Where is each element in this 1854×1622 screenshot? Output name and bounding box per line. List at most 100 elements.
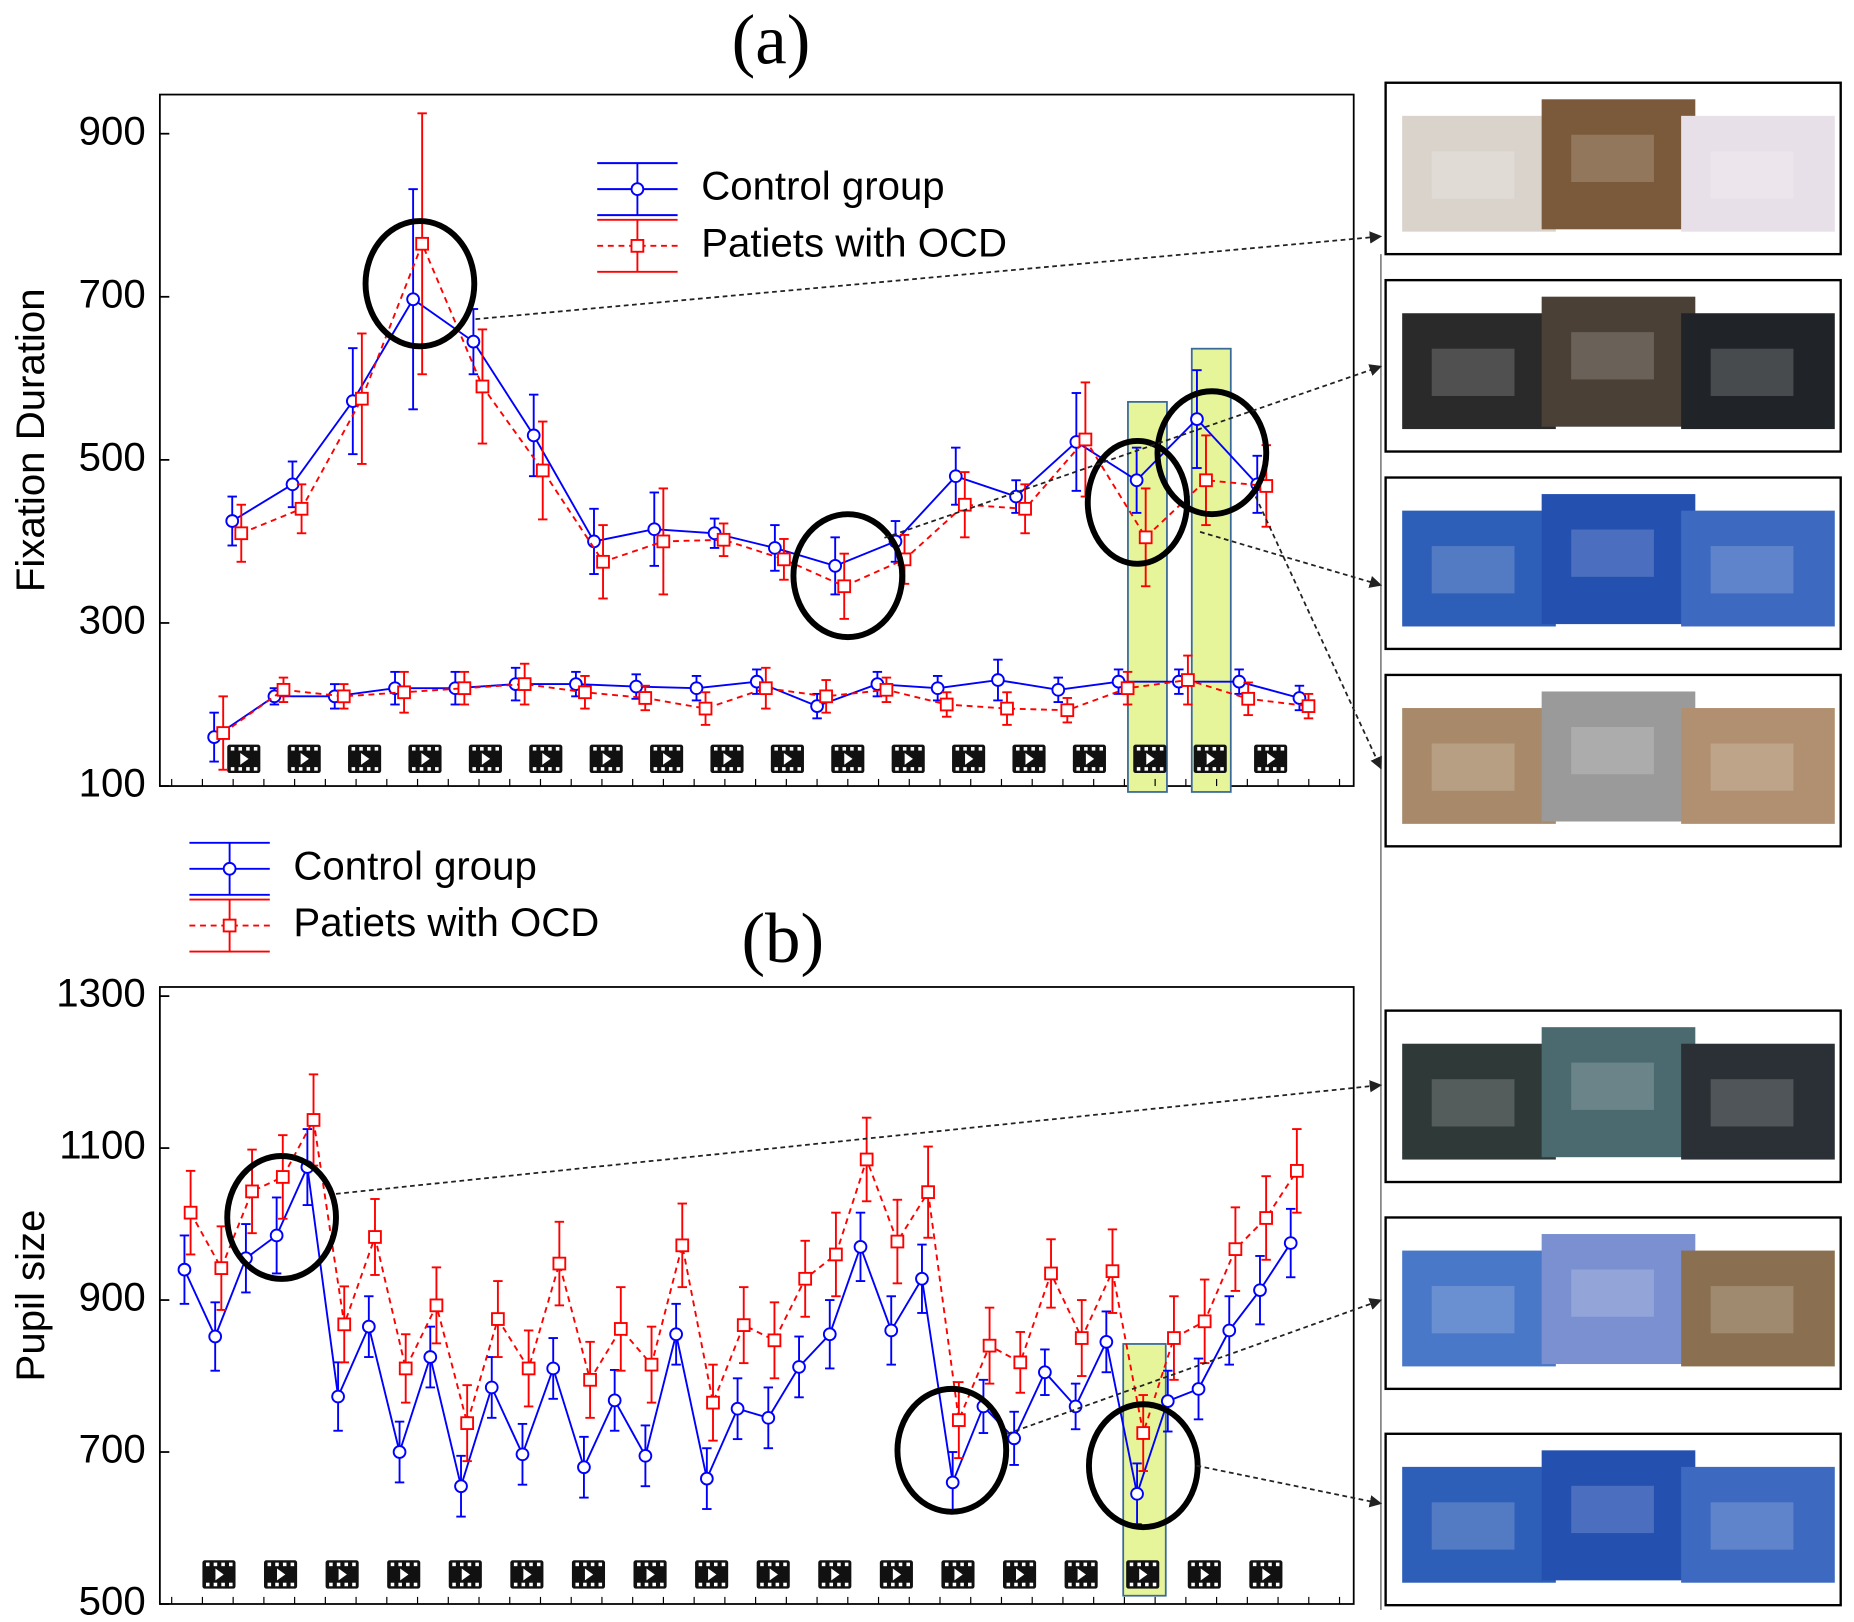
film-hole [598, 1562, 603, 1567]
marker [1253, 1283, 1267, 1298]
thumbnail [1681, 510, 1835, 627]
marker [578, 685, 592, 700]
film-play [461, 1568, 471, 1581]
arrow [475, 231, 1383, 321]
film-hole [960, 1562, 964, 1567]
film-hole [411, 747, 416, 751]
marker [1197, 1314, 1212, 1329]
marker [758, 681, 773, 696]
film-play [723, 752, 732, 765]
film-hole [298, 747, 303, 751]
film-hole [1029, 1582, 1034, 1587]
film-hole [532, 767, 537, 771]
y-tick-label: 100 [79, 761, 146, 806]
film-hole [760, 1562, 764, 1567]
film-hole [600, 747, 605, 751]
thumbnail [1541, 296, 1696, 427]
marker [1190, 412, 1204, 426]
thumbnail [1681, 115, 1835, 232]
y-tick-label: 1300 [56, 971, 145, 1016]
film-play [904, 752, 913, 765]
marker [368, 1230, 382, 1244]
film-hole [575, 1562, 580, 1567]
marker [1009, 489, 1023, 504]
film-hole [267, 1562, 272, 1567]
film-hole [230, 747, 235, 751]
marker [607, 1393, 622, 1408]
film-hole [374, 767, 379, 771]
marker [1129, 473, 1144, 488]
film-hole [1021, 1562, 1026, 1567]
film-hole [774, 767, 778, 771]
film-hole [1252, 1582, 1257, 1587]
thumbnail [1402, 708, 1556, 824]
marker [736, 1318, 751, 1332]
marker [1167, 1331, 1181, 1345]
film-hole [336, 1582, 341, 1587]
marker [406, 292, 420, 307]
marker [982, 1338, 997, 1353]
film-play [1077, 1568, 1086, 1581]
film-hole [1197, 767, 1201, 771]
legend-marker [222, 918, 237, 933]
film-hole [737, 767, 741, 771]
film-hole [529, 1562, 533, 1567]
thumbnail-detail [1710, 1286, 1794, 1334]
film-hole [435, 767, 439, 771]
film-hole [1212, 767, 1217, 771]
marker [699, 1471, 714, 1486]
film-hole [844, 1562, 849, 1567]
marker [183, 1205, 198, 1220]
marker [777, 552, 791, 567]
film-hole [290, 1562, 295, 1567]
film-hole [1159, 767, 1164, 771]
marker [583, 1372, 597, 1387]
film-hole [1152, 1562, 1157, 1567]
film-hole [978, 767, 983, 771]
marker [853, 1240, 868, 1254]
film-hole [857, 747, 862, 751]
film-hole [721, 767, 726, 771]
film-play [421, 752, 430, 765]
film-hole [540, 767, 545, 771]
film-hole [1152, 1582, 1157, 1587]
marker [336, 689, 351, 704]
film-hole [1268, 1582, 1272, 1587]
marker [285, 477, 300, 492]
film-hole [532, 747, 537, 751]
film-hole [944, 1562, 949, 1567]
film-hole [540, 747, 545, 751]
film-hole [427, 767, 431, 771]
chart-title: (a) [732, 2, 811, 80]
film-hole [834, 767, 839, 771]
marker [454, 1479, 468, 1494]
thumbnail-detail [1431, 1502, 1515, 1550]
film-hole [616, 767, 620, 771]
marker [515, 1447, 530, 1462]
film-hole [419, 747, 424, 751]
film-hole [1029, 1562, 1034, 1567]
film-play [954, 1568, 963, 1581]
film-hole [1091, 1562, 1095, 1567]
marker [669, 1327, 683, 1342]
marker [331, 1389, 345, 1404]
film-hole [1280, 767, 1285, 771]
film-hole [536, 1562, 541, 1567]
film-hole [952, 1582, 957, 1587]
film-play [240, 752, 249, 765]
film-hole [427, 747, 431, 751]
film-hole [548, 747, 552, 751]
film-hole [944, 1582, 949, 1587]
marker [517, 677, 532, 691]
marker [475, 379, 490, 394]
film-play [542, 752, 551, 765]
marker [275, 1170, 290, 1184]
y-axis-label: Pupil size [8, 1210, 53, 1382]
marker [915, 1271, 929, 1286]
film-hole [1212, 747, 1217, 751]
marker [415, 236, 430, 251]
film-hole [306, 747, 311, 751]
film-hole [1084, 767, 1088, 771]
marker [656, 534, 671, 549]
film-hole [797, 767, 801, 771]
